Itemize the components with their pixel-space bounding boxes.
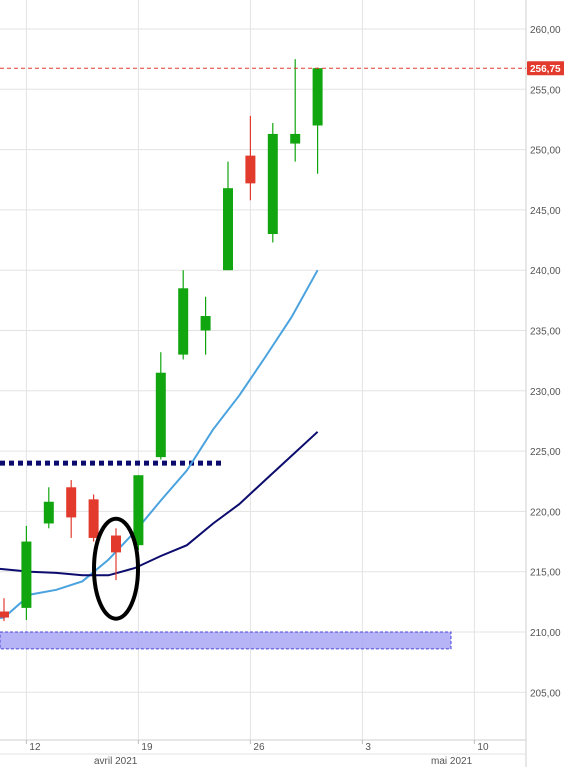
- y-tick-label: 255,00: [530, 85, 561, 96]
- y-tick-label: 205,00: [530, 688, 561, 699]
- x-axis: 12 19 26 3 10 avril 2021 mai 2021: [25, 740, 489, 767]
- x-tick-label: 10: [477, 742, 489, 753]
- candle-body: [290, 133, 301, 144]
- candle-body: [223, 188, 233, 271]
- annotation-overlay: [92, 516, 140, 621]
- candle-body: [133, 475, 144, 546]
- annotation-layer: [0, 460, 452, 650]
- candle-body: [21, 541, 32, 608]
- last-price-marker: 256,75: [0, 61, 564, 75]
- last-price-tag: [527, 61, 564, 76]
- y-tick-label: 260,00: [530, 25, 561, 36]
- y-tick-label: 230,00: [530, 387, 561, 398]
- x-tick-label: 12: [29, 742, 41, 753]
- y-tick-label: 235,00: [530, 327, 561, 338]
- y-tick-label: 215,00: [530, 568, 561, 579]
- y-tick-label: 250,00: [530, 146, 561, 157]
- candle-body: [245, 155, 256, 184]
- candle-body: [111, 535, 121, 553]
- y-tick-label: 240,00: [530, 266, 561, 277]
- x-month-label: avril 2021: [94, 756, 138, 767]
- candle-body: [155, 372, 166, 458]
- x-tick-label: 26: [253, 742, 265, 753]
- x-month-label: mai 2021: [431, 756, 473, 767]
- candle-body: [200, 316, 211, 331]
- gridlines: [0, 0, 527, 767]
- x-tick-label: 19: [141, 742, 153, 753]
- moving-average-line-2: [0, 431, 319, 577]
- x-tick-label: 3: [365, 742, 371, 753]
- candle-body: [88, 499, 99, 538]
- candles-layer: [0, 59, 323, 622]
- candle-body: [66, 487, 77, 518]
- y-tick-label: 210,00: [530, 628, 561, 639]
- candle-body: [267, 133, 278, 235]
- candle-body: [0, 611, 9, 618]
- y-axis: 205,00 210,00 215,00 220,00 225,00 230,00 235,…: [530, 25, 561, 699]
- last-price-label: 256,75: [530, 64, 561, 75]
- candle-body: [178, 288, 189, 355]
- highlight-ellipse: [92, 516, 140, 621]
- support-zone: [0, 631, 452, 650]
- candle-body: [312, 68, 323, 126]
- y-tick-label: 245,00: [530, 206, 561, 217]
- y-tick-label: 225,00: [530, 447, 561, 458]
- candle-body: [43, 501, 54, 524]
- y-tick-label: 220,00: [530, 507, 561, 518]
